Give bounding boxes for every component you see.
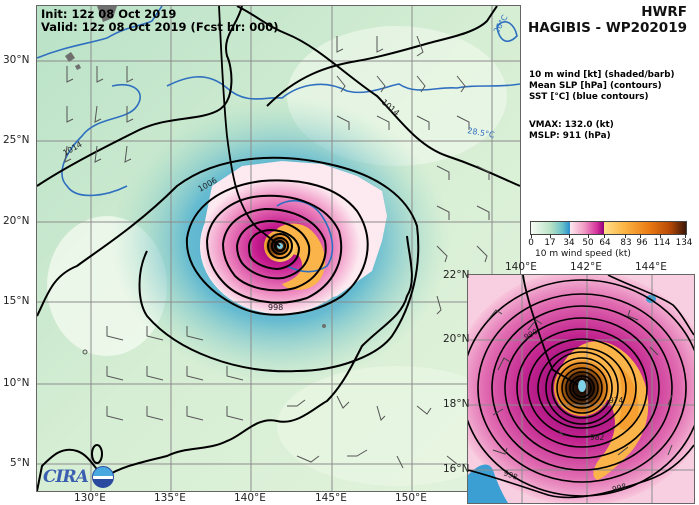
colorbar-tick-64: 64: [599, 238, 611, 248]
inset-lon-label-142e: 142°E: [570, 261, 602, 273]
mslp-value: MSLP: 911 (hPa): [529, 131, 611, 141]
land: [65, 6, 326, 355]
colorbar-segment-hurricane: [569, 222, 604, 234]
lat-label-15n: 15°N: [3, 295, 30, 307]
lat-label-20n: 20°N: [3, 215, 30, 227]
colorbar-tick-114: 114: [653, 238, 671, 248]
lat-label-10n: 10°N: [3, 377, 30, 389]
legend-sst: SST [°C] (blue contours): [529, 92, 649, 102]
inset-wind-barbs: [487, 309, 673, 456]
inset-lat-label-16n: 16°N: [443, 463, 470, 475]
colorbar-label: 10 m wind speed (kt): [535, 249, 631, 259]
inset-lat-label-20n: 20°N: [443, 333, 470, 345]
contour-label-998: 998: [268, 303, 283, 312]
lat-label-5n: 5°N: [10, 457, 30, 469]
inset-lat-label-18n: 18°N: [443, 398, 470, 410]
lat-label-25n: 25°N: [3, 134, 30, 146]
inset-slp-contours: [468, 275, 694, 499]
colorbar-segment-ts: [531, 222, 570, 234]
wind-barbs: [64, 35, 490, 469]
valid-time: Valid: 12z 08 Oct 2019 (Fcst hr: 000): [41, 20, 279, 34]
slp-contours: [37, 6, 520, 491]
noaa-globe-icon: [91, 466, 114, 488]
model-name: HWRF: [641, 4, 687, 20]
colorbar-tick-17: 17: [544, 238, 556, 248]
init-time: Init: 12z 08 Oct 2019: [41, 7, 177, 21]
lon-label-130e: 130°E: [74, 492, 106, 504]
main-map: 1014 1014 1006 998 26°C 28.5°C Init: 12z…: [36, 5, 521, 492]
colorbar-tick-34: 34: [563, 238, 575, 248]
main-map-canvas: 1014 1014 1006 998 26°C 28.5°C: [37, 6, 520, 491]
inset-lat-label-22n: 22°N: [443, 269, 470, 281]
storm-name: HAGIBIS - WP202019: [527, 20, 687, 36]
inset-contour-label-982: 982: [590, 433, 605, 442]
cira-logo: CIRA: [43, 465, 114, 489]
lon-label-150e: 150°E: [395, 492, 427, 504]
sst-contours: [37, 6, 520, 273]
colorbar-segment-major: [603, 222, 686, 234]
legend-wind: 10 m wind [kt] (shaded/barb): [529, 70, 675, 80]
lon-label-145e: 145°E: [315, 492, 347, 504]
colorbar: [530, 221, 687, 235]
lon-label-140e: 140°E: [234, 492, 266, 504]
colorbar-tick-134: 134: [675, 238, 693, 248]
colorbar-tick-0: 0: [528, 238, 534, 248]
inset-lon-label-140e: 140°E: [505, 261, 537, 273]
vmax-value: VMAX: 132.0 (kt): [529, 120, 614, 130]
inset-contour-label-998-e: 998: [611, 481, 627, 493]
lon-label-135e: 135°E: [154, 492, 186, 504]
inset-map: 990 974 982 998 998: [467, 274, 695, 504]
inset-contour-label-974: 974: [609, 396, 624, 405]
colorbar-tick-96: 96: [636, 238, 648, 248]
colorbar-tick-83: 83: [620, 238, 632, 248]
legend-slp: Mean SLP [hPa] (contours): [529, 81, 662, 91]
inset-lon-label-144e: 144°E: [635, 261, 667, 273]
inset-map-canvas: 990 974 982 998 998: [468, 275, 694, 503]
colorbar-tick-50: 50: [582, 238, 594, 248]
lat-label-30n: 30°N: [3, 54, 30, 66]
cira-logo-text: CIRA: [43, 467, 89, 487]
